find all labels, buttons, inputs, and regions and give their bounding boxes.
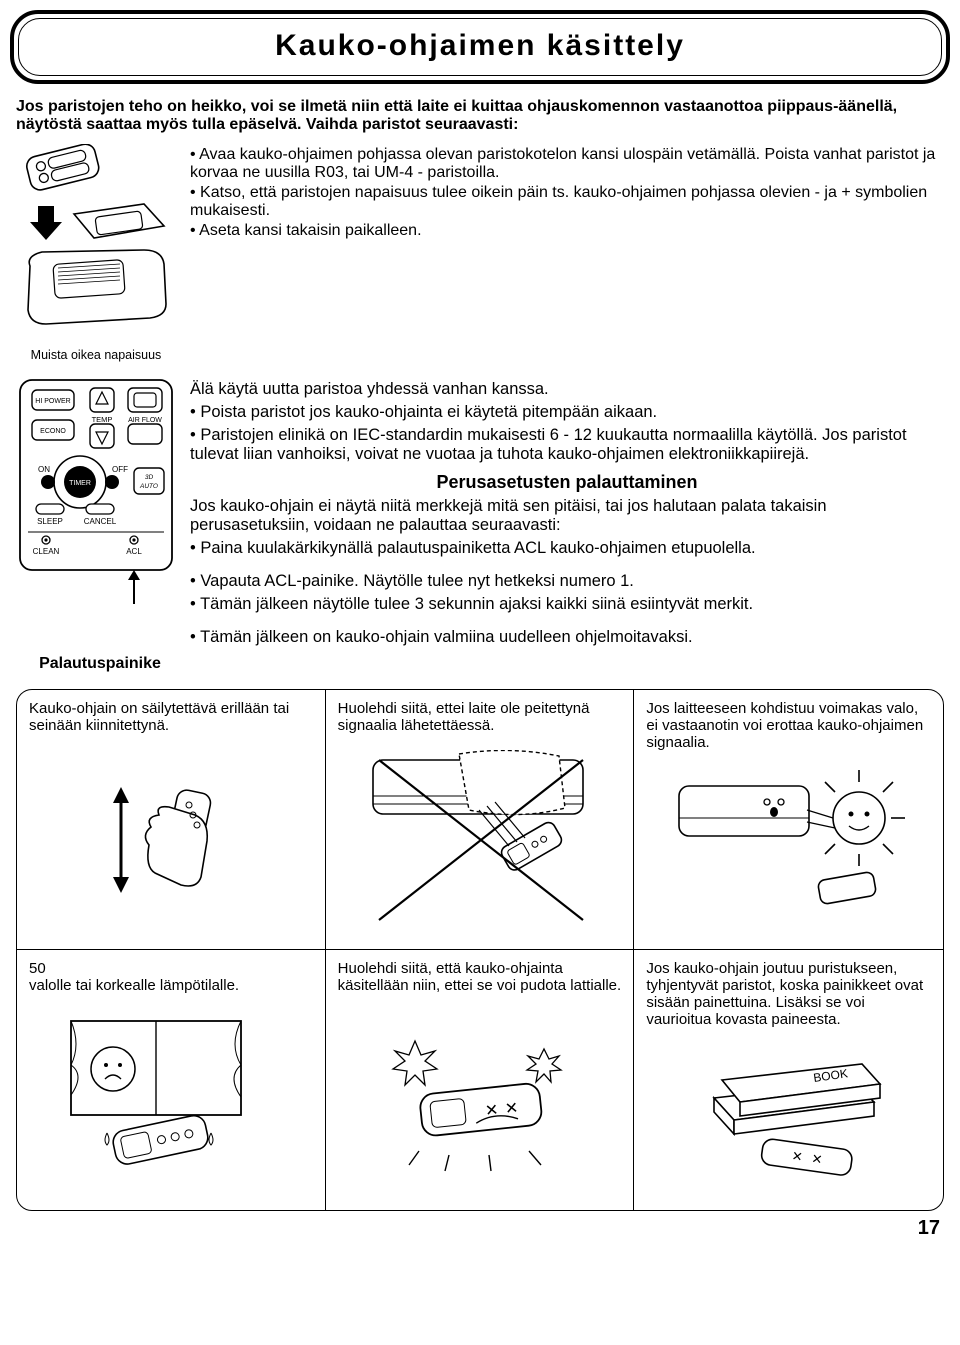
- battery-bullets: • Avaa kauko-ohjaimen pohjassa olevan pa…: [190, 144, 944, 362]
- cell-illustration: [29, 1000, 313, 1200]
- svg-text:CLEAN: CLEAN: [33, 547, 60, 556]
- reset-button-label: Palautuspainike: [20, 655, 180, 673]
- svg-text:ON: ON: [38, 465, 50, 474]
- bullet: • Tämän jälkeen on kauko-ohjain valmiina…: [190, 628, 944, 647]
- svg-text:HI POWER: HI POWER: [35, 398, 70, 405]
- intro-text: Jos paristojen teho on heikko, voi se il…: [16, 98, 944, 134]
- grid-cell: Jos kauko-ohjain joutuu puristukseen, ty…: [634, 950, 943, 1210]
- svg-text:✕: ✕: [810, 1151, 823, 1167]
- svg-text:AUTO: AUTO: [139, 483, 158, 490]
- grid-cell: 50 valolle tai korkealle lämpötilalle.: [17, 950, 326, 1210]
- cell-illustration: BOOK ✕ ✕: [646, 1034, 931, 1200]
- svg-text:ACL: ACL: [126, 547, 142, 556]
- cell-text: Jos kauko-ohjain joutuu puristukseen, ty…: [646, 960, 931, 1028]
- svg-text:TIMER: TIMER: [69, 480, 91, 487]
- cell-text: Jos laitteeseen kohdistuu voimakas valo,…: [646, 700, 931, 751]
- svg-text:3D: 3D: [145, 474, 154, 481]
- sub-heading: Perusasetusten palauttaminen: [190, 472, 944, 493]
- reset-intro: Jos kauko-ohjain ei näytä niitä merkkejä…: [190, 497, 944, 535]
- svg-text:CANCEL: CANCEL: [84, 517, 117, 526]
- battery-illustration: Muista oikea napaisuus: [16, 144, 176, 362]
- grid-cell: Huolehdi siitä, ettei laite ole peitetty…: [326, 690, 635, 950]
- grid-cell: Kauko-ohjain on säilytettävä erillään ta…: [17, 690, 326, 950]
- title-inner: Kauko-ohjaimen käsittely: [18, 18, 942, 76]
- svg-text:✕: ✕: [790, 1148, 803, 1164]
- bullet: • Poista paristot jos kauko-ohjainta ei …: [190, 403, 944, 422]
- battery-section: Muista oikea napaisuus • Avaa kauko-ohja…: [16, 144, 944, 362]
- cell-illustration: ✕ ✕: [338, 1000, 622, 1200]
- cell-text: Kauko-ohjain on säilytettävä erillään ta…: [29, 700, 313, 734]
- bullet: Älä käytä uutta paristoa yhdessä vanhan …: [190, 380, 944, 399]
- page-title: Kauko-ohjaimen käsittely: [19, 29, 941, 63]
- bullet: • Avaa kauko-ohjaimen pohjassa olevan pa…: [190, 146, 944, 182]
- cell-illustration: [646, 757, 931, 939]
- mid-text: Älä käytä uutta paristoa yhdessä vanhan …: [190, 376, 944, 651]
- cell-illustration: [29, 740, 313, 939]
- mid-section: HI POWER ECONO TEMP AIR FLOW ON OFF TIME…: [16, 376, 944, 651]
- bullet: • Paristojen elinikä on IEC-standardin m…: [190, 426, 944, 464]
- bullet: • Paina kuulakärkikynällä palautuspainik…: [190, 539, 944, 558]
- grid-cell: Jos laitteeseen kohdistuu voimakas valo,…: [634, 690, 943, 950]
- grid-cell: Huolehdi siitä, että kauko-ohjainta käsi…: [326, 950, 635, 1210]
- svg-text:TEMP: TEMP: [92, 415, 113, 424]
- cell-illustration: [338, 740, 622, 939]
- svg-text:✕: ✕: [505, 1100, 520, 1118]
- bullet: • Vapauta ACL-painike. Näytölle tulee ny…: [190, 572, 944, 591]
- svg-text:ECONO: ECONO: [40, 428, 66, 435]
- cell-text: Huolehdi siitä, ettei laite ole peitetty…: [338, 700, 622, 734]
- cell-text: 50 valolle tai korkealle lämpötilalle.: [29, 960, 313, 994]
- page-number: 17: [10, 1217, 940, 1240]
- cell-text: Huolehdi siitä, että kauko-ohjainta käsi…: [338, 960, 622, 994]
- bullet: • Katso, että paristojen napaisuus tulee…: [190, 184, 944, 220]
- care-grid: Kauko-ohjain on säilytettävä erillään ta…: [16, 689, 944, 1211]
- title-frame: Kauko-ohjaimen käsittely: [10, 10, 950, 84]
- svg-text:SLEEP: SLEEP: [37, 517, 63, 526]
- svg-text:OFF: OFF: [112, 465, 128, 474]
- remote-illustration: HI POWER ECONO TEMP AIR FLOW ON OFF TIME…: [16, 376, 176, 651]
- svg-text:AIR FLOW: AIR FLOW: [128, 417, 162, 424]
- battery-caption: Muista oikea napaisuus: [16, 348, 176, 362]
- bullet: • Tämän jälkeen näytölle tulee 3 sekunni…: [190, 595, 944, 614]
- bullet: • Aseta kansi takaisin paikalleen.: [190, 222, 944, 240]
